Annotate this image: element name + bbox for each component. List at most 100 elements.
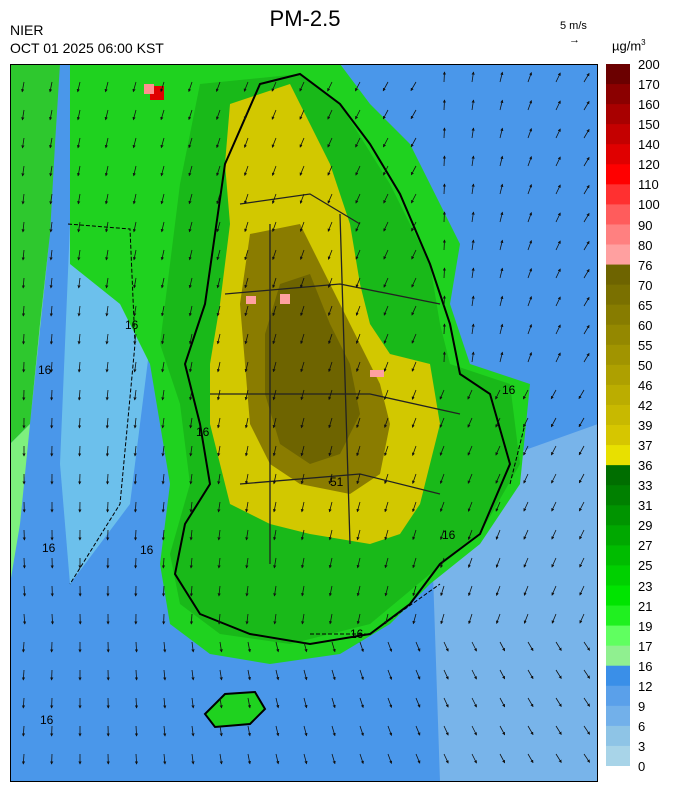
wind-vector-arrow xyxy=(188,221,193,233)
wind-vector-arrow xyxy=(247,641,251,653)
wind-vector-arrow xyxy=(243,137,249,149)
wind-vector-arrow xyxy=(442,267,446,279)
wind-vector-arrow xyxy=(303,641,308,653)
wind-vector-arrow xyxy=(440,529,445,541)
wind-vector-arrow xyxy=(104,81,109,93)
wind-vector-arrow xyxy=(411,333,417,344)
wind-vector-arrow xyxy=(383,277,389,288)
wind-vector-arrow xyxy=(499,351,504,363)
legend-tick-label: 25 xyxy=(638,558,653,574)
wind-vector-arrow xyxy=(471,753,477,764)
wind-vector-arrow xyxy=(77,193,81,205)
wind-vector-arrow xyxy=(551,613,557,624)
wind-vector-arrow xyxy=(355,165,361,176)
wind-vector-arrow xyxy=(523,557,529,568)
wind-vector-arrow xyxy=(439,389,445,400)
wind-vector-arrow xyxy=(217,473,221,485)
wind-vector-arrow xyxy=(578,473,585,484)
wind-vector-arrow xyxy=(161,333,165,345)
wind-vector-arrow xyxy=(245,557,249,569)
wind-vector-arrow xyxy=(356,361,361,373)
wind-vector-arrow xyxy=(411,221,417,232)
wind-vector-arrow xyxy=(495,389,501,400)
wind-vector-arrow xyxy=(383,221,389,232)
wind-vector-arrow xyxy=(217,557,221,569)
wind-vector-arrow xyxy=(440,585,445,597)
contour-label: 16 xyxy=(40,713,54,727)
wind-vector-arrow xyxy=(327,305,333,317)
wind-vector-arrow xyxy=(384,445,389,457)
legend-tick-label: 16 xyxy=(638,658,653,674)
wind-vector-arrow xyxy=(104,193,109,205)
wind-vector-arrow xyxy=(583,128,590,139)
legend-tick-label: 100 xyxy=(638,197,660,213)
wind-vector-arrow xyxy=(245,529,249,541)
wind-vector-arrow xyxy=(105,389,109,401)
wind-vector-arrow xyxy=(583,697,590,707)
legend-color-swatch xyxy=(606,505,630,526)
wind-vector-arrow xyxy=(415,641,421,652)
wind-vector-arrow xyxy=(439,473,445,484)
wind-vector-arrow xyxy=(383,249,389,260)
wind-vector-arrow xyxy=(471,725,477,736)
wind-vector-arrow xyxy=(219,669,223,681)
wind-vector-arrow xyxy=(134,669,139,681)
wind-vector-arrow xyxy=(301,585,305,597)
wind-vector-arrow xyxy=(583,669,590,679)
wind-vector-arrow xyxy=(76,137,81,149)
wind-vector-arrow xyxy=(105,445,109,457)
wind-vector-arrow xyxy=(216,361,221,373)
legend-color-swatch xyxy=(606,64,630,85)
wind-vector-arrow xyxy=(105,221,109,233)
legend-color-swatch xyxy=(606,244,630,266)
wind-vector-arrow xyxy=(160,81,165,93)
wind-vector-arrow xyxy=(216,333,221,345)
wind-vector-arrow xyxy=(219,697,223,709)
wind-vector-arrow xyxy=(583,725,590,735)
wind-vector-arrow xyxy=(551,557,557,568)
wind-vector-arrow xyxy=(245,613,249,625)
contour-label: 51 xyxy=(330,475,344,489)
wind-vector-arrow xyxy=(189,417,193,429)
wind-vector-arrow xyxy=(471,323,475,335)
wind-vector-arrow xyxy=(275,669,280,681)
wind-vector-arrow xyxy=(219,753,223,765)
wind-vector-arrow xyxy=(355,109,361,120)
wind-vector-arrow xyxy=(523,585,529,596)
wind-reference-label: 5 m/s xyxy=(560,20,587,32)
wind-vector-arrow xyxy=(442,183,446,195)
wind-vector-arrow xyxy=(583,641,590,651)
wind-vector-arrow xyxy=(383,305,389,316)
wind-vector-arrow xyxy=(410,109,417,120)
legend-tick-label: 70 xyxy=(638,277,653,293)
wind-vector-arrow xyxy=(23,613,27,625)
legend-tick-label: 65 xyxy=(638,297,653,313)
wind-vector-arrow xyxy=(499,155,504,167)
wind-vector-arrow xyxy=(359,753,364,765)
wind-vector-arrow xyxy=(243,81,249,92)
wind-vector-arrow xyxy=(133,305,137,317)
wind-vector-arrow xyxy=(303,725,308,737)
wind-vector-arrow xyxy=(21,221,25,233)
wind-vector-arrow xyxy=(76,81,81,93)
wind-vector-arrow xyxy=(275,697,280,709)
wind-vector-arrow xyxy=(133,417,137,429)
legend-tick-label: 80 xyxy=(638,237,653,253)
legend-color-swatch xyxy=(606,104,630,125)
legend-color-swatch xyxy=(606,224,630,246)
legend-color-swatch xyxy=(606,465,630,486)
wind-vector-arrow xyxy=(22,557,26,569)
wind-vector-arrow xyxy=(442,71,446,83)
wind-vector-arrow xyxy=(411,193,417,204)
wind-vector-arrow xyxy=(467,473,473,484)
wind-vector-arrow xyxy=(331,753,336,765)
legend-color-swatch xyxy=(606,545,630,566)
legend-color-swatch xyxy=(606,384,630,406)
wind-vector-arrow xyxy=(216,165,221,177)
wind-vector-arrow xyxy=(471,155,475,167)
wind-vector-arrow xyxy=(523,389,529,400)
wind-vector-arrow xyxy=(132,221,137,233)
wind-vector-arrow xyxy=(161,473,165,485)
wind-vector-arrow xyxy=(271,109,277,120)
wind-vector-arrow xyxy=(300,529,305,541)
